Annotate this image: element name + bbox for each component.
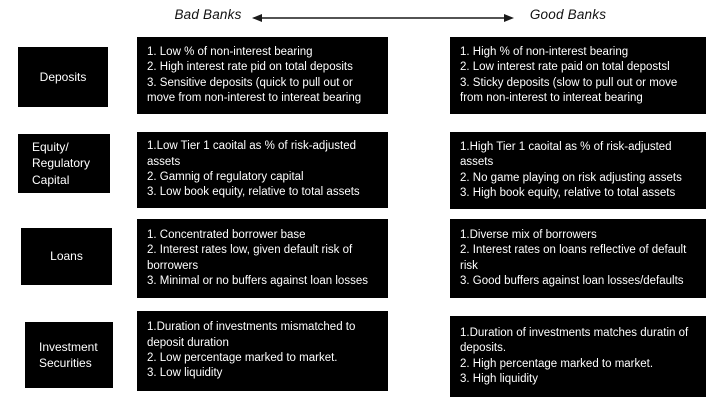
category-box-investment-securities: Investment Securities [25, 322, 113, 388]
good-banks-heading: Good Banks [529, 7, 607, 22]
list-item: 2. Low interest rate paid on total depos… [460, 61, 670, 74]
list-item: 3. Minimal or no buffers against loan lo… [147, 274, 368, 287]
list-item: 3. Sensitive deposits (quick to pull out… [147, 76, 362, 104]
list-item: 1.Low Tier 1 caoital as % of risk-adjust… [147, 140, 357, 168]
list-item: 2. Interest rates on loans reflective of… [460, 244, 687, 272]
list-item: 2. Gamnig of regulatory capital [147, 171, 304, 183]
list-item: 2. No game playing on risk adjusting ass… [460, 171, 682, 184]
bad-equity-box: 1.Low Tier 1 caoital as % of risk-adjust… [137, 132, 388, 208]
list-item: 1. Low % of non-interest bearing [147, 45, 313, 58]
list-item: 3. Good buffers against loan losses/defa… [460, 274, 684, 287]
list-item: 2. High percentage marked to market. [460, 357, 654, 370]
category-label: Investment Securities [39, 339, 98, 370]
category-label: Loans [50, 249, 83, 264]
category-label: Equity/ Regulatory Capital [32, 140, 91, 187]
list-item: 1.Diverse mix of borrowers [460, 228, 597, 241]
bad-investment-securities-box: 1.Duration of investments mismatched to … [137, 311, 388, 391]
list-item: 1.High Tier 1 caoital as % of risk-adjus… [460, 140, 672, 169]
list-item: 3. Sticky deposits (slow to pull out or … [460, 76, 678, 104]
category-box-equity-regulatory-capital: Equity/ Regulatory Capital [18, 134, 110, 193]
list-item: 2. Low percentage marked to market. [147, 352, 338, 364]
list-item: 1. Concentrated borrower base [147, 228, 306, 241]
double-arrow-icon [252, 11, 514, 23]
category-label: Deposits [39, 69, 87, 84]
list-item: 3. High liquidity [460, 372, 538, 385]
good-deposits-box: 1. High % of non-interest bearing 2. Low… [450, 37, 706, 114]
bad-deposits-box: 1. Low % of non-interest bearing 2. High… [137, 37, 388, 114]
bad-loans-box: 1. Concentrated borrower base 2. Interes… [137, 219, 388, 298]
list-item: 2. Interest rates low, given default ris… [147, 244, 353, 272]
good-equity-box: 1.High Tier 1 caoital as % of risk-adjus… [450, 132, 706, 209]
list-item: 2. High interest rate pid on total depos… [147, 61, 353, 74]
list-item: 1.Duration of investments matches durati… [460, 326, 689, 355]
list-item: 1.Duration of investments mismatched to … [147, 321, 356, 349]
list-item: 3. Low book equity, relative to total as… [147, 186, 360, 199]
list-item: 1. High % of non-interest bearing [460, 45, 629, 58]
category-box-loans: Loans [21, 228, 112, 285]
bad-banks-heading: Bad Banks [174, 7, 242, 22]
good-investment-securities-box: 1.Duration of investments matches durati… [450, 316, 706, 397]
category-box-deposits: Deposits [18, 47, 108, 107]
list-item: 3. Low liquidity [147, 367, 223, 380]
list-item: 3. High book equity, relative to total a… [460, 186, 676, 199]
good-loans-box: 1.Diverse mix of borrowers 2. Interest r… [450, 219, 706, 298]
